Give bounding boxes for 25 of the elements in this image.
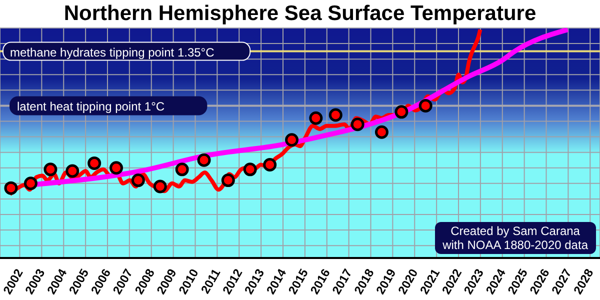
annotation: Created by Sam Carana xyxy=(450,224,581,238)
point xyxy=(350,118,364,132)
point xyxy=(66,164,80,178)
point xyxy=(175,162,189,176)
point xyxy=(221,174,235,188)
point xyxy=(285,133,299,147)
point xyxy=(309,111,323,125)
point xyxy=(4,181,18,195)
ref-line-label: latent heat tipping point 1°C xyxy=(17,100,165,114)
point xyxy=(394,105,408,119)
point xyxy=(88,156,102,170)
point xyxy=(197,153,211,167)
point xyxy=(328,108,342,122)
point xyxy=(263,158,277,172)
point xyxy=(44,162,58,176)
point xyxy=(374,125,388,139)
point xyxy=(131,174,145,188)
point xyxy=(153,180,167,194)
point xyxy=(24,176,38,190)
point xyxy=(243,162,257,176)
chart-title: Northern Hemisphere Sea Surface Temperature xyxy=(62,1,538,27)
point xyxy=(110,161,124,175)
point xyxy=(418,98,432,112)
ref-line-label: methane hydrates tipping point 1.35°C xyxy=(10,45,215,60)
annotation: with NOAA 1880-2020 data xyxy=(442,238,588,252)
